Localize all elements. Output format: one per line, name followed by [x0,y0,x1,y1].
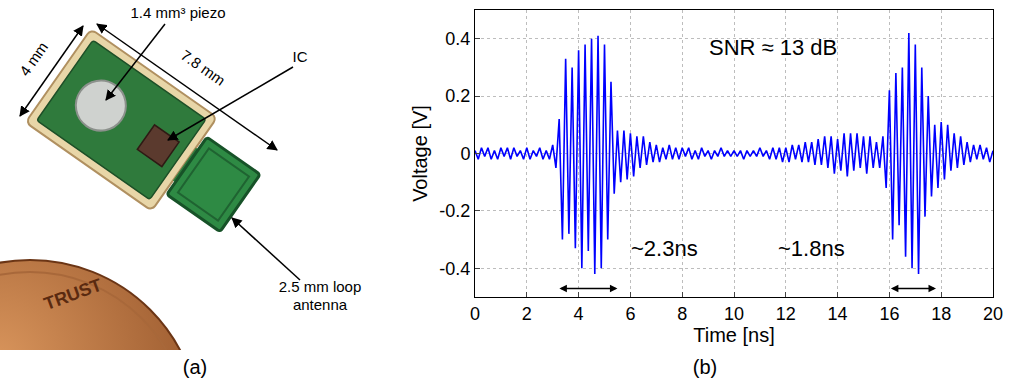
svg-text:12: 12 [776,304,796,324]
svg-text:1.4 mm³ piezo: 1.4 mm³ piezo [130,4,225,21]
svg-text:18: 18 [931,304,951,324]
svg-text:16: 16 [879,304,899,324]
svg-text:Voltage [V]: Voltage [V] [409,105,431,202]
svg-text:IC: IC [293,48,308,65]
svg-text:~2.3ns: ~2.3ns [631,236,698,261]
svg-text:0.4: 0.4 [445,29,470,49]
svg-text:2.5 mm loop: 2.5 mm loop [279,278,362,295]
svg-text:Time [ns]: Time [ns] [693,324,775,346]
svg-text:2: 2 [522,304,532,324]
svg-text:7.8 mm: 7.8 mm [178,46,229,89]
html-text:(a): (a) [182,356,208,378]
html-text:(b): (b) [692,356,718,378]
svg-text:-0.2: -0.2 [439,201,470,221]
svg-text:20: 20 [983,304,1003,324]
svg-text:-0.4: -0.4 [439,259,470,279]
svg-text:0: 0 [470,304,480,324]
svg-text:0: 0 [460,144,470,164]
svg-text:4 mm: 4 mm [16,39,51,79]
svg-text:antenna: antenna [293,296,348,313]
svg-text:0.2: 0.2 [445,86,470,106]
svg-text:6: 6 [625,304,635,324]
svg-text:~1.8ns: ~1.8ns [778,236,845,261]
svg-text:TRUST: TRUST [41,275,104,314]
svg-text:10: 10 [724,304,744,324]
svg-text:4: 4 [574,304,584,324]
svg-text:8: 8 [677,304,687,324]
svg-text:14: 14 [828,304,848,324]
svg-text:SNR ≈ 13 dB: SNR ≈ 13 dB [709,35,837,60]
